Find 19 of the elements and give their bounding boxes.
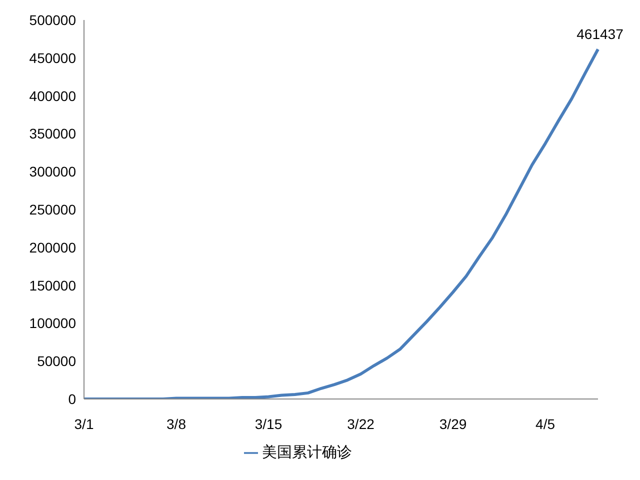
y-tick-label: 350000	[29, 126, 76, 142]
y-tick-label: 0	[68, 390, 76, 407]
x-tick-label: 3/22	[347, 416, 375, 432]
y-tick-label: 450000	[29, 50, 76, 66]
y-tick-label: 100000	[29, 315, 76, 332]
y-tick-label: 50000	[37, 353, 76, 370]
legend-label: 美国累计确诊	[262, 444, 352, 461]
y-tick-label: 400000	[29, 88, 76, 104]
y-tick-label: 300000	[29, 164, 76, 180]
x-tick-label: 3/15	[254, 416, 282, 432]
x-tick-label: 3/8	[166, 416, 186, 432]
y-tick-label: 200000	[29, 239, 76, 256]
data-label: 461437	[576, 26, 624, 42]
y-tick-label: 500000	[29, 12, 76, 28]
x-tick-label: 3/29	[439, 416, 467, 432]
y-tick-label: 250000	[29, 201, 76, 218]
x-tick-label: 3/1	[74, 416, 94, 432]
x-tick-label: 4/5	[536, 416, 556, 432]
y-tick-label: 150000	[29, 277, 76, 294]
